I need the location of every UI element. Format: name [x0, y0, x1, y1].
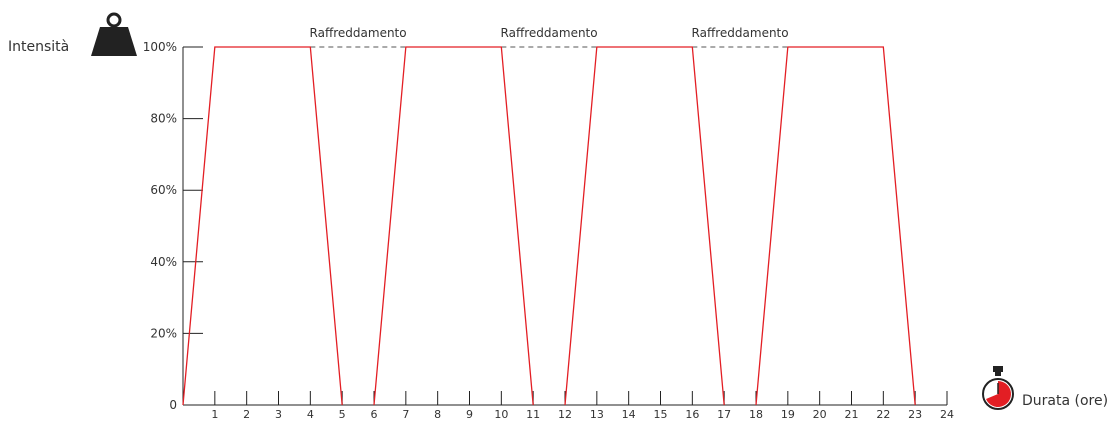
x-tick-label: 10 [494, 408, 508, 421]
x-tick-label: 1 [211, 408, 218, 421]
series-line [373, 46, 534, 406]
x-tick-label: 14 [622, 408, 636, 421]
x-tick-label: 5 [339, 408, 346, 421]
cooling-label: Raffreddamento [310, 26, 407, 40]
x-tick-label: 15 [654, 408, 668, 421]
series-line [564, 46, 725, 406]
x-tick-label: 3 [275, 408, 282, 421]
x-tick-label: 20 [813, 408, 827, 421]
x-tick-label: 2 [243, 408, 250, 421]
cooling-label: Raffreddamento [692, 26, 789, 40]
x-tick-label: 8 [434, 408, 441, 421]
series-line [182, 46, 343, 406]
x-tick-label: 4 [307, 408, 314, 421]
x-tick-label: 24 [940, 408, 954, 421]
x-axis-title: Durata (ore) [1022, 393, 1108, 409]
y-tick-label: 100% [143, 40, 177, 54]
series-line [755, 46, 916, 406]
x-tick-label: 21 [845, 408, 859, 421]
x-tick-label: 11 [526, 408, 540, 421]
x-tick-label: 7 [402, 408, 409, 421]
y-tick-label: 0 [169, 398, 177, 412]
x-tick-label: 13 [590, 408, 604, 421]
x-tick-label: 9 [466, 408, 473, 421]
stopwatch-icon [982, 366, 1014, 410]
cooling-label: Raffreddamento [501, 26, 598, 40]
x-tick-label: 22 [876, 408, 890, 421]
weight-icon [91, 12, 137, 56]
x-tick-label: 23 [908, 408, 922, 421]
x-tick-label: 17 [717, 408, 731, 421]
x-tick-label: 19 [781, 408, 795, 421]
x-tick-label: 6 [371, 408, 378, 421]
y-tick-label: 80% [150, 112, 177, 126]
x-tick-label: 16 [685, 408, 699, 421]
y-tick-label: 40% [150, 255, 177, 269]
y-axis-title: Intensità [8, 39, 69, 55]
y-tick-label: 20% [150, 326, 177, 340]
x-tick-label: 18 [749, 408, 763, 421]
y-tick-label: 60% [150, 183, 177, 197]
x-tick-label: 12 [558, 408, 572, 421]
